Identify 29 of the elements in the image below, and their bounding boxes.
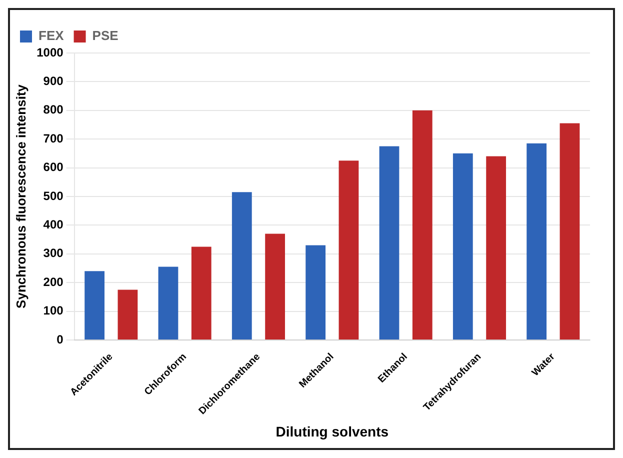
bar xyxy=(306,245,326,340)
bar xyxy=(338,160,359,340)
y-tick-label: 100 xyxy=(43,304,64,318)
x-axis-title: Diluting solvents xyxy=(276,423,389,440)
bar xyxy=(412,110,432,340)
y-tick-label: 600 xyxy=(43,160,64,174)
y-tick-label: 300 xyxy=(43,246,64,260)
bar xyxy=(84,271,104,340)
bar xyxy=(560,123,580,340)
y-tick-label: 400 xyxy=(43,217,64,232)
bar xyxy=(379,146,400,340)
y-tick-label: 0 xyxy=(56,332,64,346)
bar xyxy=(526,143,547,340)
y-tick-label: 1000 xyxy=(36,45,64,60)
bar xyxy=(118,290,138,340)
legend-label: FEX xyxy=(38,28,64,44)
bar xyxy=(486,156,506,340)
bar xyxy=(232,192,252,340)
y-tick-label: 800 xyxy=(43,102,64,117)
bar xyxy=(265,234,285,340)
y-tick-label: 200 xyxy=(43,274,64,289)
bar xyxy=(158,266,178,340)
bar xyxy=(452,153,473,340)
y-tick-label: 500 xyxy=(43,188,64,203)
y-tick-label: 900 xyxy=(43,74,64,88)
legend-label: PSE xyxy=(92,28,119,44)
y-axis-title: Synchronous fluorescence intensity xyxy=(13,84,28,308)
y-tick-label: 700 xyxy=(43,131,64,146)
bar xyxy=(191,246,212,340)
